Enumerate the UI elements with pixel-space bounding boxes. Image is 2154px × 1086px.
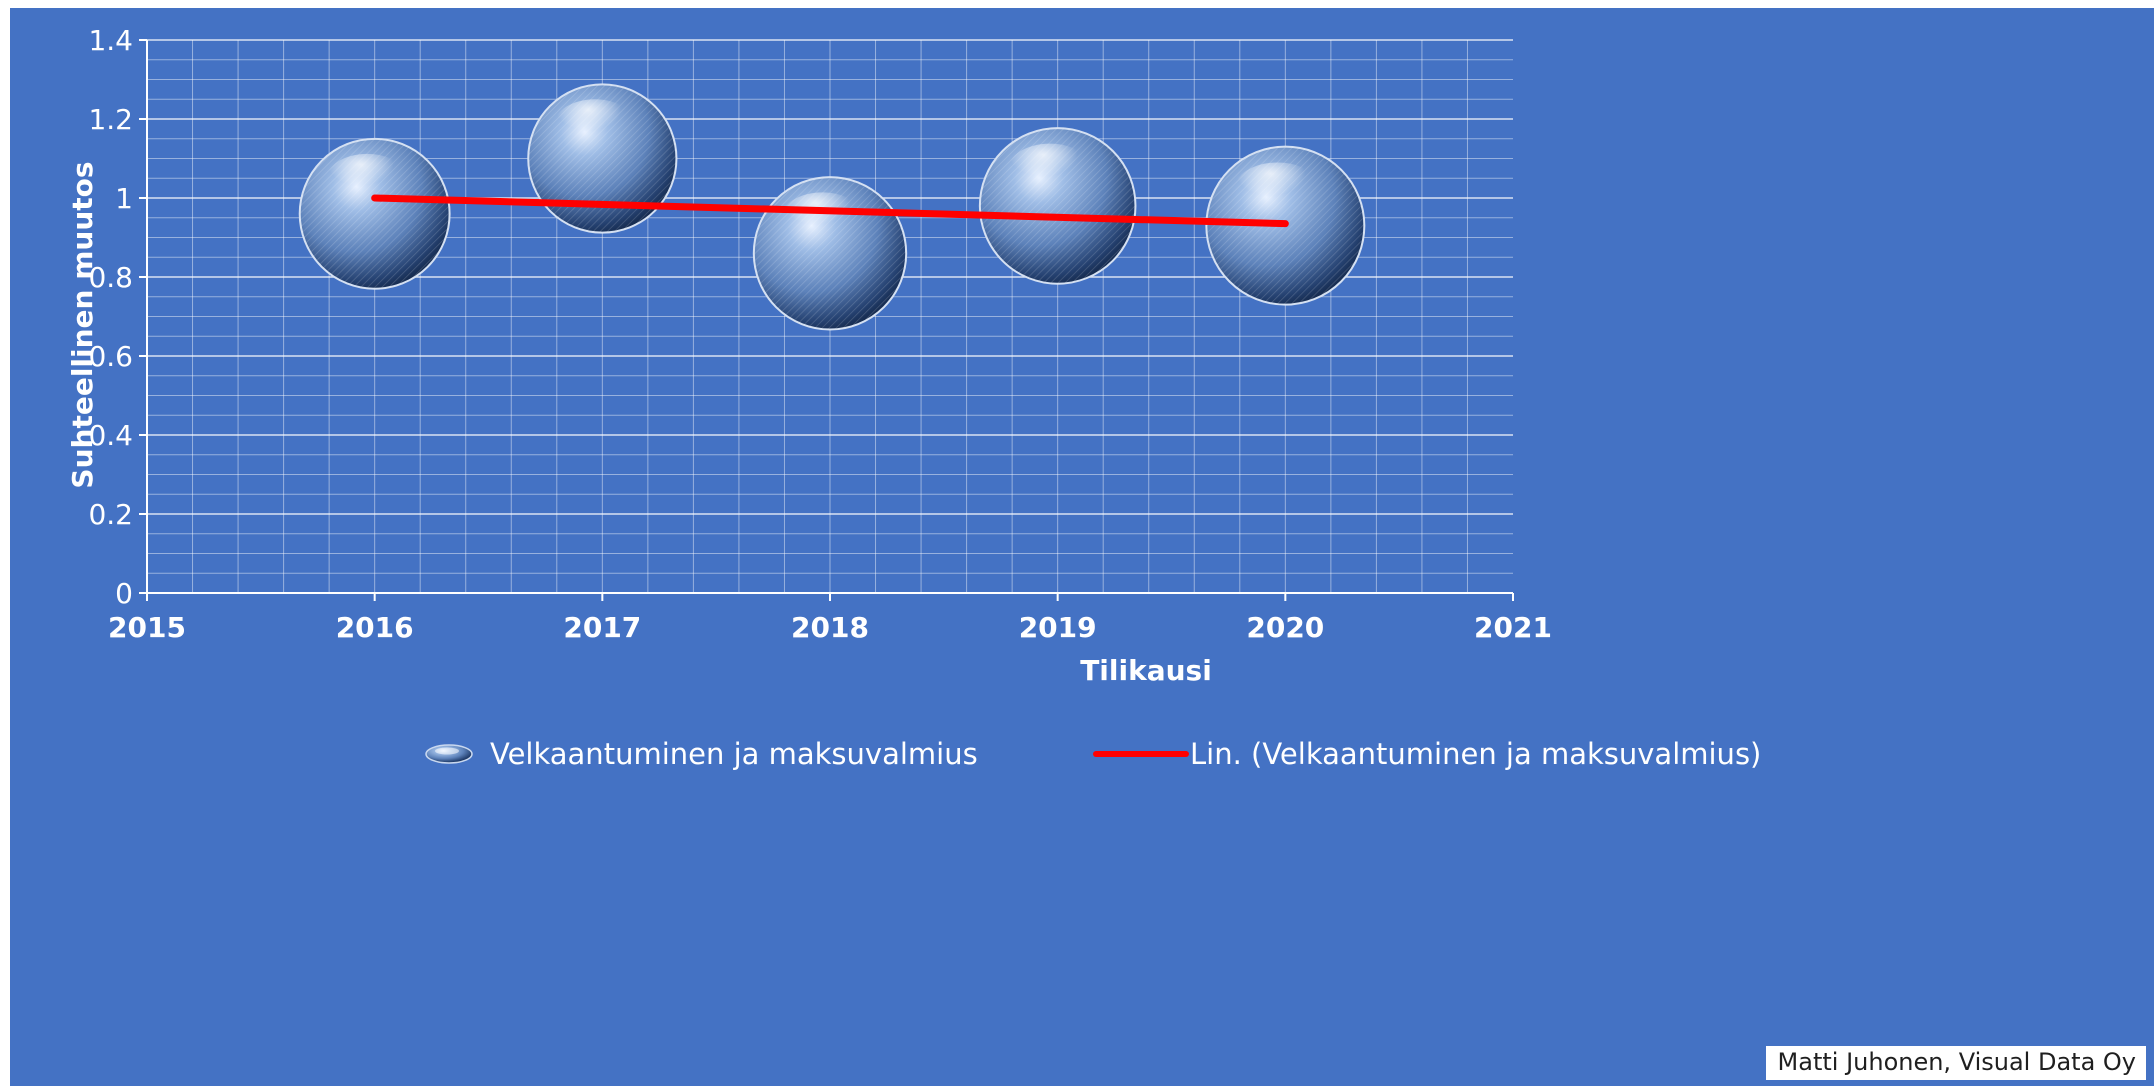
legend: Velkaantuminen ja maksuvalmius Lin. (Vel… bbox=[425, 737, 1761, 771]
x-tick-label: 2019 bbox=[1019, 611, 1097, 644]
x-axis-title: Tilikausi bbox=[1080, 654, 1212, 687]
trendline bbox=[371, 194, 1289, 228]
x-tick-label: 2021 bbox=[1474, 611, 1552, 644]
bubble-point bbox=[752, 176, 908, 331]
bubble-point bbox=[527, 83, 678, 234]
y-tick-label: 1.4 bbox=[88, 24, 133, 57]
y-tick-label: 1.2 bbox=[88, 103, 133, 136]
y-tick-label: 0 bbox=[115, 577, 133, 610]
legend-label-trendline: Lin. (Velkaantuminen ja maksuvalmius) bbox=[1190, 737, 1761, 771]
trendline-line bbox=[371, 194, 1289, 228]
legend-label-bubbles: Velkaantuminen ja maksuvalmius bbox=[490, 737, 978, 771]
bubble-point bbox=[978, 127, 1137, 285]
y-tick-label: 0.2 bbox=[88, 498, 133, 531]
x-tick-label: 2020 bbox=[1246, 611, 1324, 644]
x-tick-label: 2016 bbox=[336, 611, 414, 644]
chart-area: 0 0.2 0.4 0.6 0.8 1 1.2 1.4 2015 2016 2017 2018 2019… bbox=[10, 8, 2154, 1086]
y-tick-label: 0.6 bbox=[88, 340, 133, 373]
axes: 0 0.2 0.4 0.6 0.8 1 1.2 1.4 2015 2016 2017 2018 2019… bbox=[88, 24, 1552, 644]
y-tick-label: 0.8 bbox=[88, 261, 133, 294]
credit-label: Matti Juhonen, Visual Data Oy bbox=[1765, 1046, 2146, 1080]
x-tick-label: 2017 bbox=[563, 611, 641, 644]
bubbles bbox=[298, 83, 1366, 331]
y-tick-label: 1 bbox=[115, 182, 133, 215]
bubble-chart: 0 0.2 0.4 0.6 0.8 1 1.2 1.4 2015 2016 2017 2018 2019… bbox=[66, 24, 1761, 771]
bubble-point bbox=[298, 137, 451, 290]
y-axis-title: Suhteellinen muutos bbox=[66, 161, 99, 488]
x-tick-label: 2015 bbox=[108, 611, 186, 644]
x-tick-label: 2018 bbox=[791, 611, 869, 644]
legend-bubble-swatch bbox=[425, 744, 473, 764]
y-tick-label: 0.4 bbox=[88, 419, 133, 452]
